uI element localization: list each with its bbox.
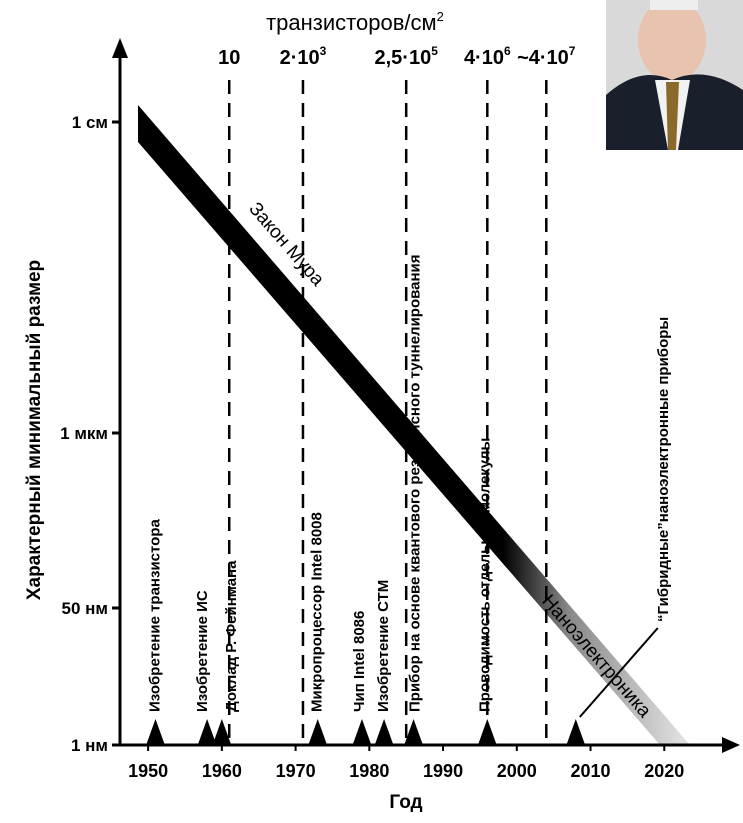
x-arrow: [722, 737, 740, 753]
y-tick-label: 50 нм: [62, 599, 108, 618]
event-marker: [309, 719, 327, 744]
x-tick-label: 2010: [571, 761, 611, 781]
y-title: Характерный минимальный размер: [24, 260, 45, 600]
event-label: Изобретение транзистора: [146, 519, 163, 712]
event-label: “Гибридные”наноэлектронные приборы: [655, 317, 672, 622]
x-tick-label: 2000: [497, 761, 537, 781]
y-tick-label: 1 нм: [71, 736, 108, 755]
event-marker: [198, 719, 216, 744]
x-title: Год: [389, 792, 422, 813]
event-marker: [567, 719, 585, 744]
density-label-sup: 3: [320, 44, 327, 58]
event-marker: [353, 719, 371, 744]
density-label: 2·103: [280, 44, 327, 69]
portrait: [606, 0, 743, 150]
x-tick-label: 1980: [349, 761, 389, 781]
density-label: 10: [218, 47, 240, 69]
event-label: Прибор на основе квантового резонансного…: [407, 254, 424, 712]
event-label: Изобретение ИС: [194, 590, 211, 712]
x-tick-label: 1990: [423, 761, 463, 781]
event-marker: [146, 719, 164, 744]
density-label: ~4·107: [517, 44, 576, 69]
x-tick-label: 1950: [128, 761, 168, 781]
y-tick-label: 1 см: [72, 113, 108, 132]
event-marker: [375, 719, 393, 744]
density-label-base: 2·10: [280, 47, 320, 69]
density-label-base: ~4·10: [517, 47, 569, 69]
event-label: Изобретение СТМ: [375, 580, 392, 712]
event-label: Проводимость отдельной молекулы: [476, 438, 493, 712]
x-tick-label: 1960: [202, 761, 242, 781]
y-arrow: [112, 38, 128, 58]
x-tick-label: 1970: [276, 761, 316, 781]
band-label: Наноэлектроника: [537, 591, 655, 722]
y-tick-label: 1 мкм: [60, 424, 108, 443]
density-label-base: 10: [218, 47, 240, 69]
density-label-sup: 5: [431, 44, 438, 58]
event-label: Чип Intel 8086: [351, 611, 368, 712]
density-label: 2,5·105: [374, 44, 438, 69]
density-label-sup: 6: [504, 44, 511, 58]
x-tick-label: 2020: [644, 761, 684, 781]
top-title: транзисторов/см2: [266, 9, 444, 35]
density-label-base: 2,5·10: [374, 47, 431, 69]
event-label: Микропроцессор Intel 8008: [309, 512, 326, 712]
event-label: Доклад Р. Фейнмана: [223, 560, 240, 712]
density-label-sup: 7: [569, 44, 576, 58]
density-label: 4·106: [464, 44, 511, 69]
density-label-base: 4·10: [464, 47, 504, 69]
chart: транзисторов/см2 Год Характерный минимал…: [0, 0, 743, 818]
event-marker: [478, 719, 496, 744]
